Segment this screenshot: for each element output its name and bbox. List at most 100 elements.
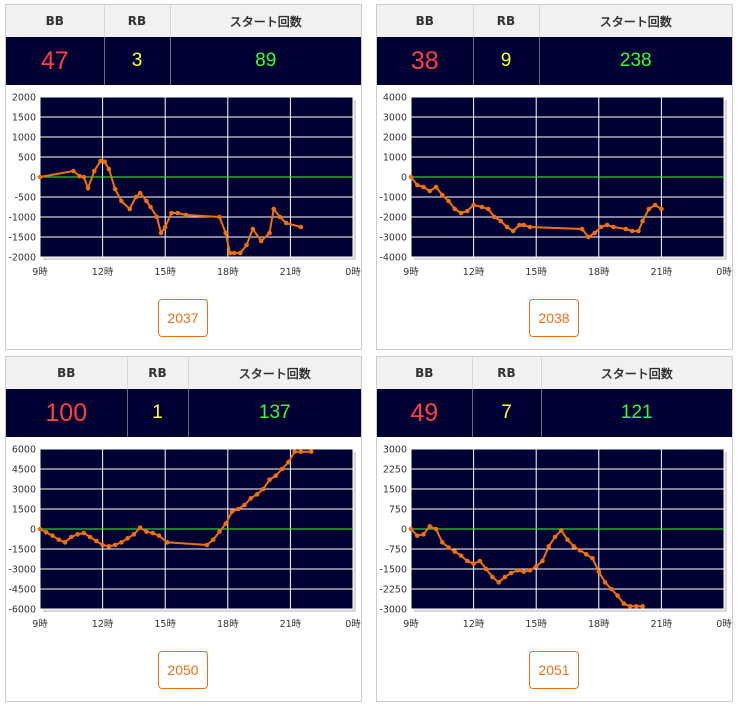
bb-header: BB bbox=[6, 357, 128, 389]
data-point bbox=[477, 558, 483, 564]
data-point bbox=[158, 230, 164, 236]
data-point bbox=[465, 208, 470, 214]
stats-value-row: 38 9 238 bbox=[377, 37, 732, 85]
data-point bbox=[148, 204, 153, 210]
bb-count: 100 bbox=[6, 389, 128, 437]
y-tick-label: -750 bbox=[385, 545, 407, 556]
y-tick-label: 2000 bbox=[383, 133, 407, 144]
data-point bbox=[125, 536, 130, 541]
data-point bbox=[137, 190, 143, 196]
x-tick-label: 15時 bbox=[154, 619, 176, 630]
data-point bbox=[133, 194, 139, 200]
bb-header: BB bbox=[6, 5, 105, 37]
rb-count: 7 bbox=[472, 389, 542, 437]
rb-header: RB bbox=[473, 5, 540, 37]
data-point bbox=[98, 158, 103, 164]
slump-chart: 2000 1500 1000 500 0 -500 -1000 -1500 -2000 9時 12時… bbox=[8, 93, 361, 278]
data-point bbox=[144, 198, 149, 204]
data-point bbox=[508, 570, 514, 576]
bb-count: 47 bbox=[6, 37, 105, 85]
data-point bbox=[571, 544, 577, 549]
data-point bbox=[156, 533, 162, 538]
data-point bbox=[521, 222, 526, 228]
data-point bbox=[258, 238, 264, 244]
y-tick-label: 0 bbox=[401, 525, 407, 536]
y-tick-label: 3000 bbox=[12, 485, 36, 496]
data-point bbox=[273, 473, 279, 478]
machine-number-button[interactable]: 2050 bbox=[158, 651, 208, 689]
machine-panel: BB RB スタート回数 47 3 89 2000 1500 1000 500 0 -50… bbox=[5, 4, 362, 350]
data-point bbox=[223, 230, 229, 236]
x-tick-label: 21時 bbox=[280, 267, 302, 278]
data-point bbox=[533, 564, 539, 569]
data-point bbox=[131, 532, 137, 537]
data-point bbox=[615, 593, 620, 598]
y-tick-label: 0 bbox=[30, 525, 36, 536]
y-tick-label: -6000 bbox=[8, 605, 36, 616]
data-point bbox=[204, 542, 210, 548]
data-point bbox=[586, 234, 591, 240]
x-tick-label: 15時 bbox=[154, 267, 176, 278]
x-tick-label: 15時 bbox=[525, 267, 547, 278]
data-point bbox=[602, 580, 608, 585]
data-point bbox=[583, 552, 589, 557]
data-point bbox=[279, 466, 285, 472]
data-point bbox=[446, 545, 451, 550]
data-point bbox=[440, 540, 445, 545]
stats-value-row: 49 7 121 bbox=[377, 389, 732, 437]
start-count: 121 bbox=[541, 389, 732, 437]
data-point bbox=[223, 521, 229, 526]
data-point bbox=[183, 212, 189, 218]
machine-number-button[interactable]: 2037 bbox=[158, 299, 208, 337]
data-point bbox=[119, 198, 124, 204]
data-point bbox=[169, 210, 174, 216]
data-point bbox=[611, 224, 616, 230]
machine-number-button[interactable]: 2038 bbox=[529, 299, 579, 337]
data-point bbox=[267, 230, 272, 236]
data-point bbox=[298, 449, 304, 454]
y-tick-label: 3000 bbox=[383, 445, 407, 456]
data-point bbox=[427, 524, 433, 529]
data-point bbox=[540, 558, 545, 564]
data-point bbox=[94, 538, 99, 544]
data-point bbox=[244, 242, 249, 248]
y-tick-label: 1000 bbox=[12, 133, 36, 144]
data-point bbox=[242, 502, 247, 508]
data-point bbox=[565, 537, 570, 542]
slump-chart: 3000 2250 1500 750 0 -750 -1500 -2250 -3000 9時 12時… bbox=[379, 445, 732, 630]
data-point bbox=[37, 174, 43, 180]
data-point bbox=[298, 224, 304, 230]
stats-value-row: 100 1 137 bbox=[6, 389, 361, 437]
stats-header-row: BB RB スタート回数 bbox=[6, 357, 361, 389]
x-tick-label: 0時 bbox=[716, 619, 732, 630]
data-point bbox=[504, 224, 510, 230]
data-point bbox=[286, 460, 291, 465]
data-point bbox=[69, 534, 74, 540]
data-point bbox=[75, 532, 80, 537]
x-tick-label: 9時 bbox=[403, 267, 419, 278]
x-tick-label: 12時 bbox=[92, 619, 114, 630]
data-point bbox=[154, 214, 160, 220]
data-point bbox=[510, 228, 516, 234]
stats-header-row: BB RB スタート回数 bbox=[377, 5, 732, 37]
y-tick-label: 500 bbox=[18, 153, 36, 164]
y-tick-label: -4000 bbox=[379, 253, 407, 264]
data-point bbox=[112, 542, 118, 548]
data-point bbox=[558, 528, 564, 533]
data-point bbox=[106, 166, 112, 172]
data-point bbox=[250, 226, 256, 232]
data-point bbox=[175, 210, 181, 216]
y-tick-label: 4000 bbox=[383, 93, 407, 104]
data-point bbox=[50, 533, 55, 538]
data-point bbox=[162, 224, 168, 230]
y-tick-label: -1500 bbox=[8, 545, 36, 556]
data-point bbox=[604, 222, 610, 228]
data-point bbox=[452, 549, 458, 554]
y-tick-label: -3000 bbox=[379, 605, 407, 616]
data-point bbox=[621, 601, 627, 606]
stats-table: BB RB スタート回数 38 9 238 bbox=[377, 5, 732, 85]
data-point bbox=[646, 206, 652, 212]
data-point bbox=[446, 198, 451, 204]
y-tick-label: -3000 bbox=[379, 233, 407, 244]
machine-number-button[interactable]: 2051 bbox=[529, 651, 579, 689]
